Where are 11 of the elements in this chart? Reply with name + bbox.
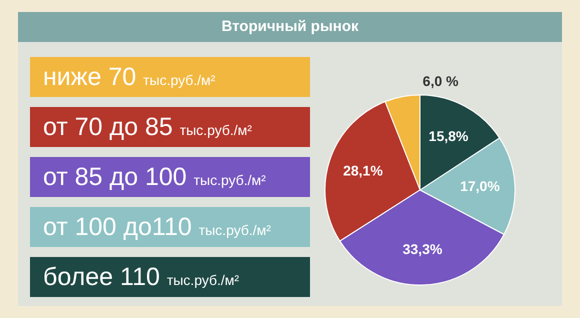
data-label: 15,8% [428, 128, 469, 144]
data-label: 33,3% [402, 240, 443, 257]
legend-label: от 70 до 85 тыс.руб./м² [43, 113, 252, 141]
data-label: 17,0% [460, 178, 500, 194]
legend-label: от 85 до 100 тыс.руб./м² [43, 163, 266, 191]
data-label: 28,1% [343, 162, 384, 178]
chart-title: Вторичный рынок [18, 12, 562, 42]
legend-label: более 110 тыс.руб./м² [43, 263, 240, 291]
legend-label: от 100 до110 тыс.руб./м² [43, 213, 271, 241]
legend-label: ниже 70 тыс.руб./м² [43, 63, 216, 91]
data-label: 6,0 % [422, 72, 460, 89]
